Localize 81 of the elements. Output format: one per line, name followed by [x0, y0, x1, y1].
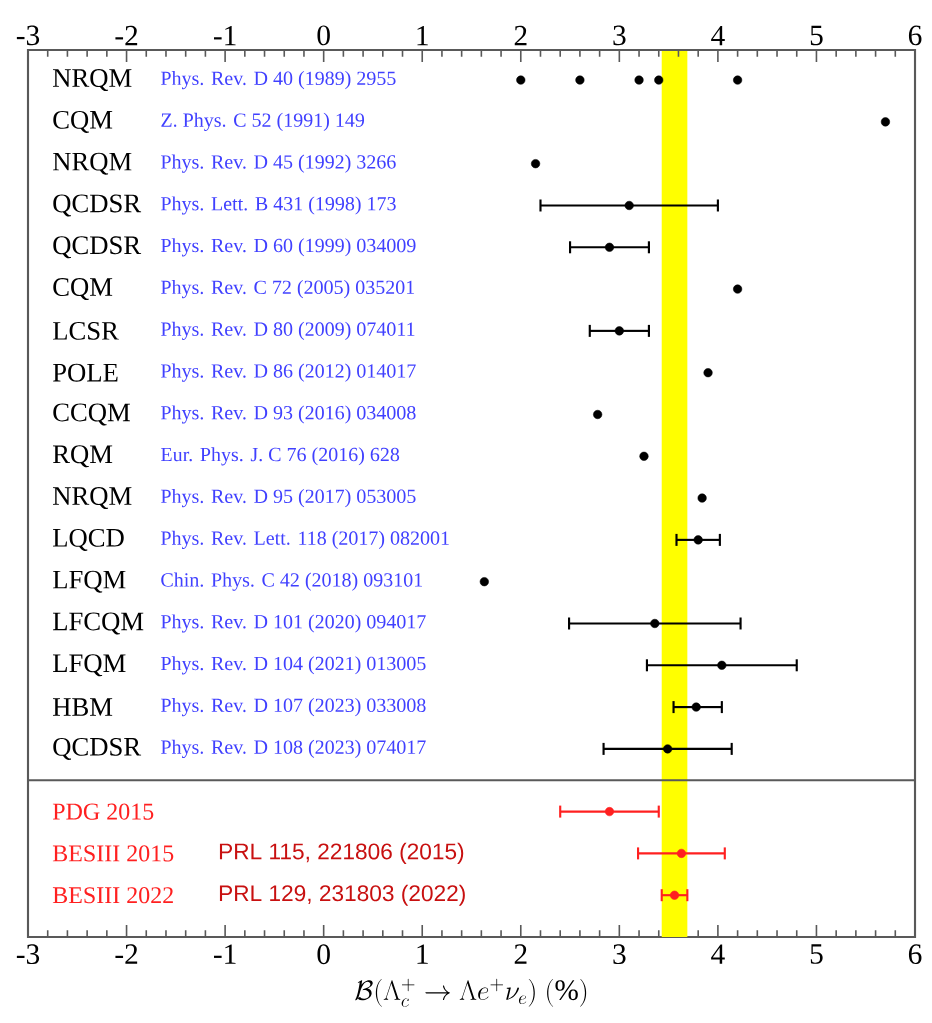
point	[639, 451, 649, 461]
y-tick-label: PDG 2015	[52, 803, 154, 820]
x-tick-label: 5	[810, 25, 823, 46]
point	[703, 368, 713, 378]
x2-tick-label: 6	[908, 944, 922, 965]
point	[593, 409, 603, 420]
y-tick-label: LQCD	[52, 528, 124, 551]
annotation: Phys. Rev. D 60 (1999) 034009	[161, 238, 416, 257]
x-tick-label: -3	[16, 25, 40, 46]
y-tick-label: NRQM	[52, 69, 132, 92]
annotation: Phys. Rev. Lett. 118 (2017) 082001	[161, 530, 449, 549]
point	[691, 702, 701, 712]
point	[479, 577, 489, 587]
annotation: Phys. Lett. B 431 (1998) 173	[161, 196, 396, 215]
point	[663, 744, 673, 754]
point	[516, 75, 526, 85]
x-tick-label: 6	[908, 25, 922, 46]
annotation: Phys. Rev. D 101 (2020) 094017	[161, 614, 426, 633]
point	[650, 618, 660, 629]
point	[634, 75, 644, 85]
point	[733, 284, 743, 294]
x2-tick-label: 0	[317, 944, 330, 965]
y-tick-label: BESIII 2015	[52, 845, 174, 862]
annotation: Phys. Rev. C 72 (2005) 035201	[161, 280, 415, 299]
annotation: Phys. Rev. D 86 (2012) 014017	[161, 363, 416, 382]
x2-tick-label: -3	[16, 944, 40, 965]
x2-tick-label: 2	[514, 944, 527, 964]
y-tick-label: LFQM	[52, 570, 126, 593]
point	[697, 493, 707, 503]
x-tick-label: -2	[115, 25, 138, 46]
point	[733, 75, 743, 85]
y-tick-label: LFCQM	[52, 612, 144, 635]
x-tick-label: 1	[417, 25, 428, 46]
x2-tick-label: 3	[613, 944, 626, 965]
annotation: Phys. Rev. D 107 (2023) 033008	[161, 698, 426, 717]
x-tick-label: 0	[317, 25, 330, 46]
x2-tick-label: -2	[115, 944, 138, 964]
point	[614, 326, 624, 336]
y-tick-label: CQM	[53, 110, 113, 133]
y-tick-label: LCSR	[52, 321, 119, 340]
x-tick-label: 4	[711, 25, 725, 46]
y-tick-label: QCDSR	[53, 194, 142, 217]
x2-tick-label: -1	[213, 944, 236, 964]
annotation: Phys. Rev. D 95 (2017) 053005	[161, 489, 416, 508]
annotation: PRL 129, 231803 (2022)	[219, 884, 465, 906]
y-tick-label: LFQM	[52, 654, 126, 677]
annotation: Phys. Rev. D 93 (2016) 034008	[161, 405, 416, 424]
annotation: Phys. Rev. D 45 (1992) 3266	[161, 154, 396, 173]
annotation: Phys. Rev. D 40 (1989) 2955	[161, 71, 396, 90]
y-tick-label: BESIII 2022	[52, 887, 173, 904]
y-tick-label: QCDSR	[53, 737, 142, 760]
annotation: PRL 115, 221806 (2015)	[219, 842, 464, 864]
annotation: Chin. Phys. C 42 (2018) 093101	[161, 572, 423, 591]
y-tick-label: NRQM	[52, 152, 132, 175]
point	[531, 159, 541, 169]
point	[624, 200, 634, 211]
x-axis-title: $\mathcal{B}(\Lambda_c^+ \rightarrow \Lambda e^+ \nu_e)\ (\%)$	[355, 978, 587, 1007]
point	[575, 75, 585, 85]
point	[654, 75, 664, 85]
point	[880, 117, 890, 127]
y-tick-label: CCQM	[53, 403, 130, 426]
point	[693, 535, 703, 545]
y-tick-label: POLE	[52, 363, 118, 382]
point	[717, 660, 727, 670]
point	[604, 242, 615, 252]
annotation: Phys. Rev. D 104 (2021) 013005	[161, 656, 426, 675]
x-tick-label: 3	[613, 25, 626, 46]
x2-tick-label: 4	[711, 944, 725, 964]
annotation: Phys. Rev. D 108 (2023) 074017	[161, 739, 426, 758]
y-tick-label: CQM	[53, 278, 113, 301]
x2-tick-label: 5	[810, 944, 823, 964]
annotation: Z. Phys. C 52 (1991) 149	[161, 112, 365, 131]
x-tick-label: -1	[213, 25, 236, 46]
annotation: Phys. Rev. D 80 (2009) 074011	[161, 321, 415, 340]
y-tick-label: QCDSR	[53, 236, 142, 259]
y-tick-label: NRQM	[52, 487, 132, 510]
y-tick-label: RQM	[52, 445, 113, 468]
x2-tick-label: 1	[417, 944, 428, 964]
y-tick-label: HBM	[52, 698, 113, 716]
annotation: Eur. Phys. J. C 76 (2016) 628	[161, 447, 400, 466]
x-tick-label: 2	[514, 25, 527, 46]
